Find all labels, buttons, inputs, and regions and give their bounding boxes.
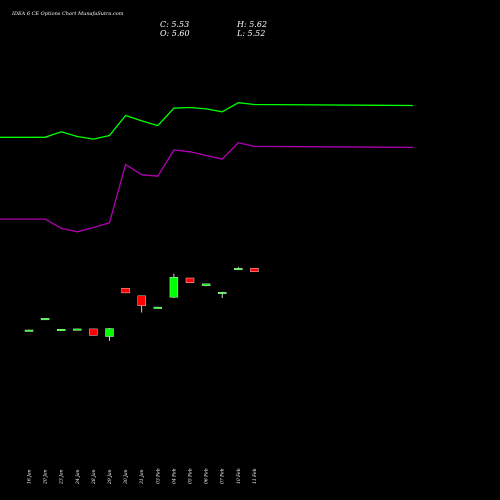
candle-body [250,267,259,273]
x-tick-label: 29 Jan [107,469,113,485]
candle-body [185,277,195,283]
candle-body [201,283,211,286]
candle-10-feb [234,267,243,270]
x-tick-label: 31 Jan [139,469,145,484]
candle-body [40,318,50,321]
candle-body [169,277,179,298]
open-readout: O: 5.60 [160,29,190,38]
candle-04-feb [169,273,179,298]
upper-indicator-line [0,102,414,140]
candle-body [73,328,82,331]
candle-11-feb [250,267,259,273]
high-readout: H: 5.62 [236,20,267,29]
candle-07-feb [217,291,227,298]
close-readout: C: 5.53 [160,20,189,29]
candle-30-jan [121,287,130,294]
candle-body [153,306,163,309]
x-tick-label: 24 Jan [75,469,81,485]
x-axis-ticks: 16 Jan 20 Jan 23 Jan 24 Jan 28 Jan 29 Jan 30 J… [27,468,258,485]
candle-body [24,329,34,332]
x-tick-label: 28 Jan [91,469,97,485]
candle-06-feb [201,283,211,287]
candle-body [105,328,114,337]
candle-23-jan [57,328,66,331]
candle-03-feb [153,306,163,309]
x-tick-label: 20 Jan [43,469,49,485]
candle-20-jan [40,318,50,321]
x-tick-label: 06 Feb [204,468,210,484]
x-tick-label: 23 Jan [59,469,65,485]
x-tick-label: 11 Feb [252,468,258,484]
candle-body [121,287,130,294]
chart-title: IDEA 6 CE Options Chart MunafaSutra.com [11,11,124,17]
candle-body [57,329,66,331]
candle-05-feb [185,277,195,283]
x-tick-label: 03 Feb [155,468,161,484]
candle-31-jan [137,295,146,313]
candle-16-jan [24,329,34,332]
low-readout: L: 5.52 [236,29,265,38]
candle-body [89,328,98,336]
x-tick-label: 04 Feb [171,468,177,484]
candle-29-jan [105,327,114,341]
candle-24-jan [73,328,82,331]
candles-layer [24,267,259,341]
candle-body [137,295,146,306]
candle-body [234,267,243,270]
lines-layer [0,102,414,233]
lower-indicator-line [0,141,414,233]
candle-body [217,291,227,294]
x-tick-label: 10 Feb [236,468,242,484]
candle-28-jan [89,328,98,336]
x-tick-label: 30 Jan [123,469,129,484]
x-tick-label: 16 Jan [27,469,33,484]
x-tick-label: 07 Feb [220,468,226,484]
x-tick-label: 05 Feb [188,468,194,484]
